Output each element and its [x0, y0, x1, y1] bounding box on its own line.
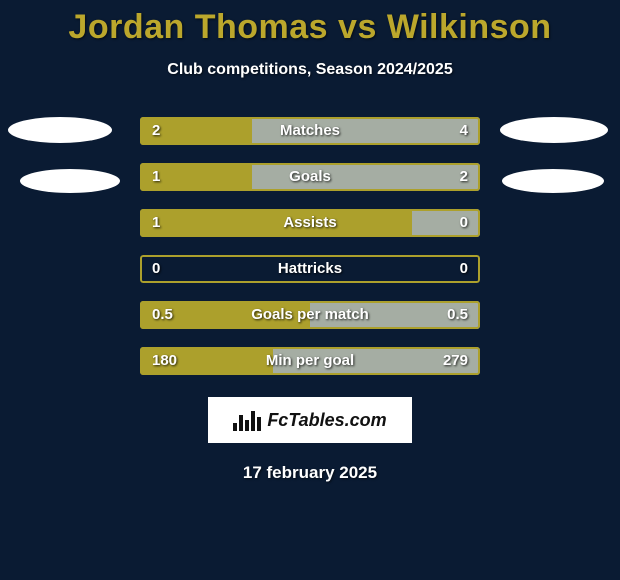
- stat-row: 180279Min per goal: [140, 347, 480, 375]
- stat-label: Hattricks: [140, 255, 480, 283]
- player-right-name: Wilkinson: [387, 8, 552, 46]
- bars-icon: [233, 409, 261, 431]
- comparison-infographic: Jordan Thomas vs Wilkinson Club competit…: [0, 0, 620, 580]
- stat-row: 10Assists: [140, 209, 480, 237]
- subtitle: Club competitions, Season 2024/2025: [0, 61, 620, 79]
- date: 17 february 2025: [0, 463, 620, 483]
- team-badge-right-2: [502, 169, 604, 193]
- chart-area: 24Matches 12Goals 10Assists 00Hattricks 0.50…: [0, 117, 620, 375]
- stat-row: 12Goals: [140, 163, 480, 191]
- stat-row: 24Matches: [140, 117, 480, 145]
- stat-row: 00Hattricks: [140, 255, 480, 283]
- stat-rows: 24Matches 12Goals 10Assists 00Hattricks 0.50…: [140, 117, 480, 375]
- stat-label: Assists: [140, 209, 480, 237]
- stat-label: Matches: [140, 117, 480, 145]
- stat-label: Min per goal: [140, 347, 480, 375]
- stat-label: Goals per match: [140, 301, 480, 329]
- team-badge-left-2: [20, 169, 120, 193]
- player-left-name: Jordan Thomas: [68, 8, 328, 46]
- logo-text: FcTables.com: [267, 410, 386, 431]
- vs-separator: vs: [338, 8, 377, 46]
- stat-label: Goals: [140, 163, 480, 191]
- source-logo: FcTables.com: [208, 397, 412, 443]
- team-badge-right-1: [500, 117, 608, 143]
- stat-row: 0.50.5Goals per match: [140, 301, 480, 329]
- page-title: Jordan Thomas vs Wilkinson: [0, 0, 620, 47]
- team-badge-left-1: [8, 117, 112, 143]
